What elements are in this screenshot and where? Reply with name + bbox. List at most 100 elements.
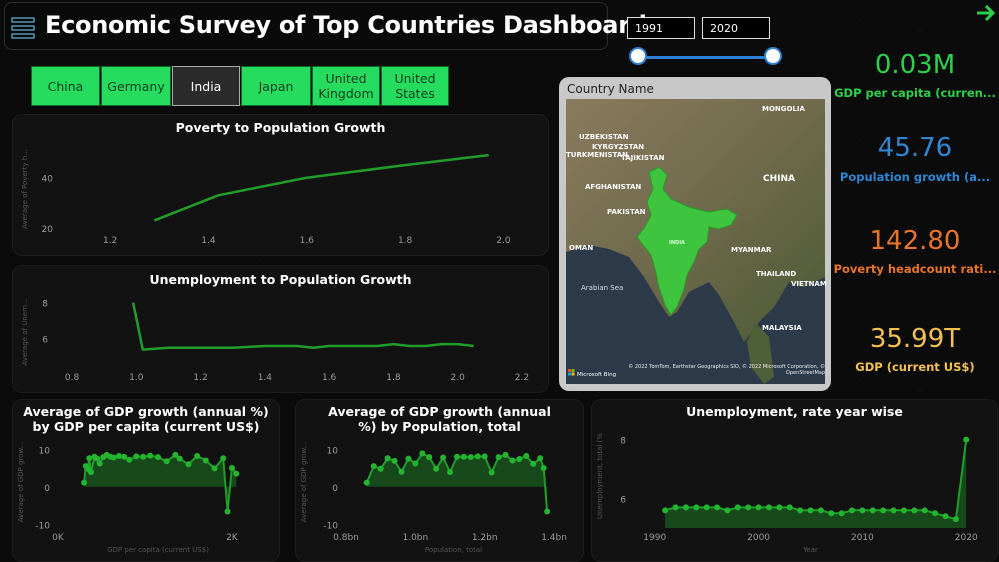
data-point[interactable] bbox=[126, 456, 133, 463]
data-point[interactable] bbox=[509, 457, 516, 464]
india-highlight[interactable] bbox=[636, 166, 738, 316]
data-point[interactable] bbox=[419, 450, 426, 457]
data-point[interactable] bbox=[412, 460, 419, 467]
data-point[interactable] bbox=[224, 508, 231, 515]
data-point[interactable] bbox=[94, 455, 101, 462]
chart-title: Unemployment, rate year wise bbox=[686, 404, 903, 419]
data-point[interactable] bbox=[202, 457, 209, 464]
data-point[interactable] bbox=[672, 504, 679, 511]
data-point[interactable] bbox=[440, 454, 447, 461]
data-point[interactable] bbox=[453, 453, 460, 460]
data-point[interactable] bbox=[121, 453, 128, 460]
data-point[interactable] bbox=[523, 453, 530, 459]
data-point[interactable] bbox=[776, 504, 783, 511]
data-point[interactable] bbox=[140, 453, 147, 460]
data-point[interactable] bbox=[859, 507, 866, 514]
data-point[interactable] bbox=[797, 507, 804, 514]
country-button-united-states[interactable]: United States bbox=[381, 66, 449, 106]
data-point[interactable] bbox=[682, 504, 689, 511]
data-point[interactable] bbox=[81, 479, 88, 486]
data-point[interactable] bbox=[495, 454, 502, 461]
data-point[interactable] bbox=[405, 455, 412, 462]
data-point[interactable] bbox=[734, 504, 741, 511]
data-point[interactable] bbox=[185, 461, 192, 468]
data-point[interactable] bbox=[544, 508, 551, 515]
data-point[interactable] bbox=[447, 469, 454, 476]
data-point[interactable] bbox=[110, 454, 117, 461]
data-point[interactable] bbox=[932, 510, 939, 517]
data-point[interactable] bbox=[133, 453, 140, 460]
data-point[interactable] bbox=[147, 452, 154, 459]
country-button-germany[interactable]: Germany bbox=[101, 66, 171, 106]
data-point[interactable] bbox=[755, 504, 762, 511]
country-button-india[interactable]: India bbox=[172, 66, 240, 106]
data-point[interactable] bbox=[86, 455, 93, 462]
data-point[interactable] bbox=[460, 453, 467, 460]
data-point[interactable] bbox=[88, 469, 95, 476]
data-point[interactable] bbox=[952, 516, 959, 523]
data-point[interactable] bbox=[724, 507, 731, 514]
data-point[interactable] bbox=[963, 436, 970, 443]
data-point[interactable] bbox=[530, 460, 537, 467]
data-point[interactable] bbox=[363, 479, 370, 486]
data-point[interactable] bbox=[194, 453, 201, 459]
data-point[interactable] bbox=[537, 455, 544, 462]
data-point[interactable] bbox=[96, 460, 103, 467]
data-point[interactable] bbox=[481, 453, 488, 460]
series-area bbox=[366, 453, 548, 512]
data-point[interactable] bbox=[502, 451, 509, 458]
menu-icon[interactable] bbox=[11, 17, 37, 39]
data-point[interactable] bbox=[890, 507, 897, 514]
country-button-united-kingdom[interactable]: United Kingdom bbox=[312, 66, 380, 106]
data-point[interactable] bbox=[176, 455, 183, 462]
data-point[interactable] bbox=[838, 510, 845, 517]
data-point[interactable] bbox=[880, 507, 887, 514]
data-point[interactable] bbox=[817, 507, 824, 514]
data-point[interactable] bbox=[703, 504, 710, 511]
data-point[interactable] bbox=[849, 507, 856, 514]
country-map-panel[interactable]: Country Name MONGOLIA UZBEKISTAN KYRGYZS… bbox=[559, 77, 831, 391]
data-point[interactable] bbox=[516, 456, 523, 462]
data-point[interactable] bbox=[228, 465, 235, 471]
data-point[interactable] bbox=[765, 504, 772, 511]
data-point[interactable] bbox=[807, 507, 814, 514]
data-point[interactable] bbox=[942, 513, 949, 520]
data-point[interactable] bbox=[115, 453, 122, 459]
data-point[interactable] bbox=[384, 455, 391, 462]
data-point[interactable] bbox=[869, 507, 876, 514]
data-point[interactable] bbox=[488, 469, 495, 476]
country-button-japan[interactable]: Japan bbox=[241, 66, 311, 106]
data-point[interactable] bbox=[540, 465, 547, 471]
data-point[interactable] bbox=[163, 458, 170, 465]
data-point[interactable] bbox=[433, 465, 440, 472]
data-point[interactable] bbox=[714, 504, 721, 511]
year-slider-start-handle[interactable] bbox=[629, 47, 647, 65]
end-year-input[interactable]: 2020 bbox=[702, 17, 770, 39]
data-point[interactable] bbox=[745, 504, 752, 511]
data-point[interactable] bbox=[398, 468, 405, 475]
data-point[interactable] bbox=[786, 504, 793, 511]
data-point[interactable] bbox=[172, 451, 179, 458]
data-point[interactable] bbox=[220, 455, 227, 462]
year-slider-end-handle[interactable] bbox=[764, 47, 782, 65]
data-point[interactable] bbox=[828, 510, 835, 517]
data-point[interactable] bbox=[377, 465, 384, 472]
data-point[interactable] bbox=[474, 453, 481, 460]
arrow-right-icon[interactable] bbox=[975, 2, 997, 24]
data-point[interactable] bbox=[693, 504, 700, 511]
data-point[interactable] bbox=[211, 465, 218, 472]
data-point[interactable] bbox=[155, 454, 161, 461]
data-point[interactable] bbox=[662, 507, 669, 514]
data-point[interactable] bbox=[467, 454, 474, 461]
data-point[interactable] bbox=[370, 463, 377, 470]
year-slider-track[interactable] bbox=[638, 56, 774, 59]
data-point[interactable] bbox=[900, 507, 907, 514]
data-point[interactable] bbox=[921, 507, 928, 514]
data-point[interactable] bbox=[911, 507, 918, 514]
country-button-china[interactable]: China bbox=[31, 66, 100, 106]
data-point[interactable] bbox=[391, 457, 398, 464]
country-map[interactable]: MONGOLIA UZBEKISTAN KYRGYZSTAN TURKMENIS… bbox=[559, 77, 831, 391]
data-point[interactable] bbox=[233, 470, 240, 477]
start-year-input[interactable]: 1991 bbox=[627, 17, 695, 39]
data-point[interactable] bbox=[426, 454, 433, 461]
